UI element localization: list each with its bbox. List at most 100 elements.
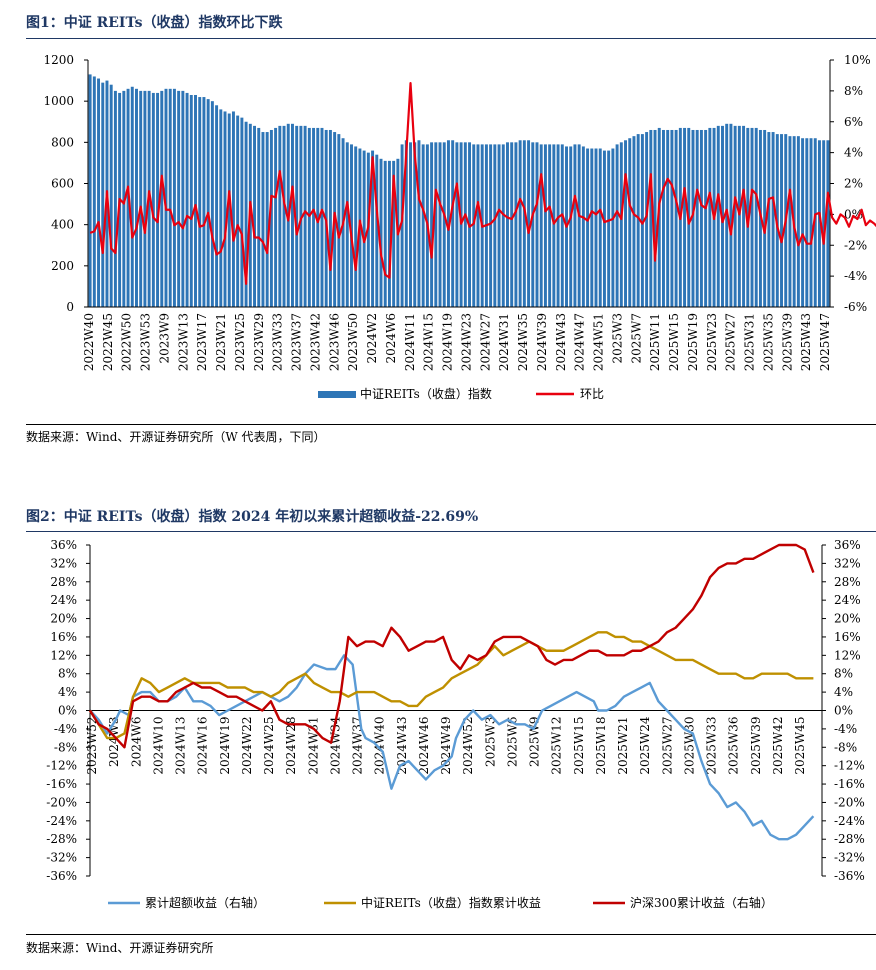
x-tick-label: 2025W18 [594, 717, 608, 775]
x-tick-label: 2024W6 [129, 717, 143, 768]
index-bar [594, 148, 598, 307]
left-tick-label: -20% [46, 795, 77, 809]
x-tick-label: 2025W21 [616, 717, 630, 775]
figure2-title-rule [26, 531, 876, 532]
right-tick-label: 4% [844, 146, 863, 160]
x-tick-label: 2024W13 [174, 717, 188, 775]
left-tick-label: -32% [46, 851, 77, 865]
left-tick-label: -28% [46, 832, 77, 846]
right-tick-label: -28% [834, 832, 865, 846]
index-bar [291, 123, 294, 307]
index-bar [434, 142, 438, 307]
x-tick-label: 2023W21 [214, 313, 228, 371]
x-tick-label: 2025W30 [682, 717, 696, 775]
index-bar [210, 101, 214, 307]
index-bar [666, 129, 670, 307]
x-tick-label: 2024W19 [218, 717, 232, 775]
x-tick-label: 2025W31 [743, 313, 757, 371]
x-tick-label: 2024W43 [554, 313, 568, 371]
index-bar [240, 117, 244, 307]
index-bar [451, 140, 455, 307]
right-tick-label: 36% [834, 538, 861, 552]
x-tick-label: 2025W42 [771, 717, 785, 775]
index-bar [501, 144, 505, 307]
right-tick-label: 2% [844, 177, 863, 191]
legend-swatch-index [318, 391, 356, 398]
index-bar [506, 142, 509, 307]
x-tick-label: 2024W39 [535, 313, 549, 371]
x-tick-label: 2025W27 [660, 717, 674, 775]
index-bar [670, 129, 674, 307]
index-bar [328, 129, 332, 307]
index-bar [379, 158, 383, 307]
left-tick-label: 600 [51, 177, 74, 191]
index-bar [763, 129, 767, 307]
index-bar [577, 144, 581, 307]
index-bar [581, 146, 585, 307]
index-bar [274, 127, 278, 308]
x-tick-label: 2023W13 [176, 313, 190, 371]
index-bar [215, 105, 219, 307]
index-bar [269, 129, 273, 307]
index-bar [598, 148, 602, 307]
x-tick-label: 2025W33 [705, 717, 719, 775]
index-bar [160, 90, 164, 308]
index-bar [560, 144, 564, 307]
left-tick-label: 28% [50, 575, 77, 589]
index-bar [181, 90, 185, 308]
x-tick-label: 2023W33 [271, 313, 285, 371]
index-bar [400, 144, 404, 307]
legend-label-excess-return: 累计超额收益（右轴） [145, 895, 265, 910]
x-tick-label: 2022W40 [82, 313, 96, 371]
left-tick-label: 400 [51, 218, 74, 232]
x-tick-label: 2024W37 [351, 717, 365, 775]
index-bar [253, 125, 256, 308]
left-tick-label: 0 [66, 300, 74, 314]
index-bar [139, 90, 143, 308]
index-bar [476, 144, 480, 307]
x-tick-label: 2024W52 [461, 717, 475, 775]
index-bar [455, 142, 459, 307]
x-tick-label: 2024W2 [365, 313, 379, 364]
right-tick-label: -20% [834, 795, 865, 809]
index-bar [716, 125, 720, 308]
index-bar [92, 76, 96, 307]
x-tick-label: 2024W35 [516, 313, 530, 371]
index-bar [640, 134, 644, 307]
index-bar [316, 127, 320, 308]
index-bar [780, 134, 783, 307]
x-tick-label: 2025W15 [667, 313, 681, 371]
index-bar [202, 97, 206, 307]
x-tick-label: 2024W51 [592, 313, 606, 371]
index-bar [817, 140, 821, 307]
x-tick-label: 2024W34 [328, 716, 342, 775]
right-tick-label: -32% [834, 851, 865, 865]
right-tick-label: 10% [844, 53, 871, 67]
x-tick-label: 2025W36 [727, 717, 741, 775]
index-bar [737, 125, 741, 308]
index-bar [223, 111, 227, 308]
index-bar [556, 144, 560, 307]
index-bar [227, 113, 231, 308]
left-tick-label: -4% [54, 722, 77, 736]
index-bar [624, 140, 627, 307]
left-tick-label: 200 [51, 259, 74, 273]
right-tick-label: 12% [834, 648, 861, 662]
reits-return-line [88, 631, 814, 740]
index-bar [219, 109, 223, 308]
index-bar [122, 90, 126, 308]
index-bar [278, 125, 282, 308]
index-bar [805, 138, 809, 307]
x-tick-label: 2025W24 [638, 716, 652, 775]
x-tick-label: 2023W53 [139, 313, 153, 371]
index-bar [527, 140, 531, 307]
index-bar [649, 129, 653, 307]
index-bar [674, 129, 678, 307]
index-bar [463, 142, 467, 307]
x-tick-label: 2025W15 [572, 717, 586, 775]
index-bar [194, 94, 197, 307]
index-bar [109, 84, 113, 307]
index-bar [695, 129, 699, 307]
right-tick-label: 4% [834, 685, 853, 699]
x-tick-label: 2025W35 [761, 313, 775, 371]
